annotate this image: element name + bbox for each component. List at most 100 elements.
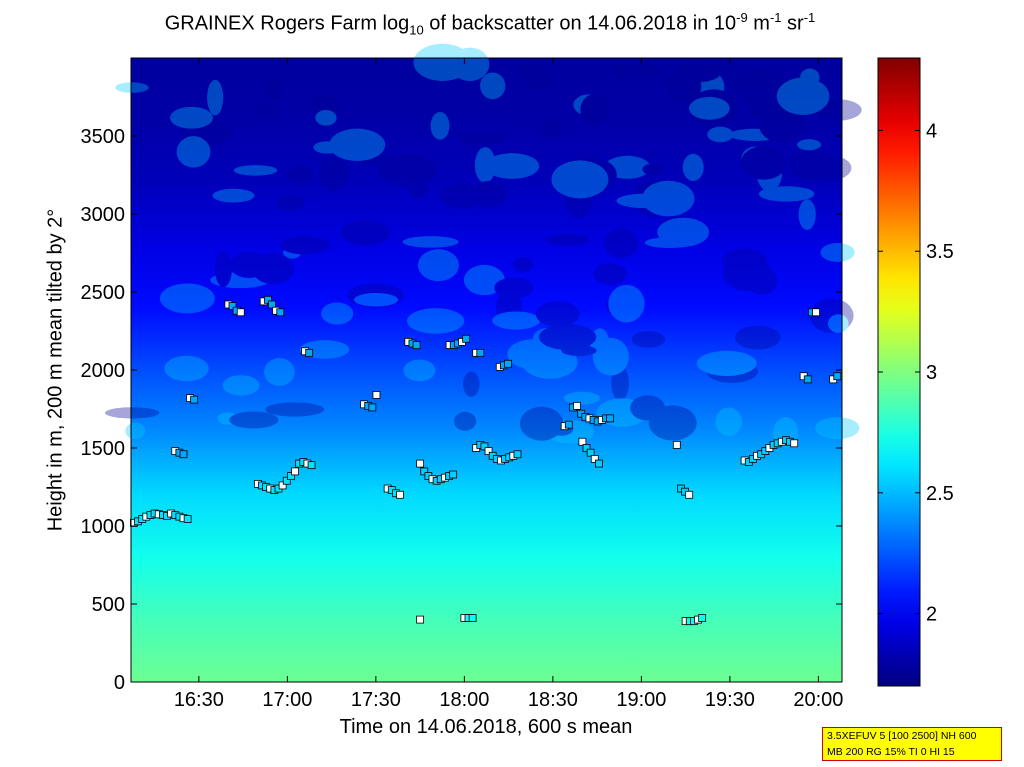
heatmap-patch [789,148,831,181]
heatmap-patch [679,62,722,82]
heatmap-patch [351,149,387,166]
cloud-marker [190,395,199,404]
heatmap-patch [573,94,605,116]
heatmap-patch [524,72,550,90]
x-tick-label: 17:00 [262,689,312,711]
heatmap-patch [115,82,149,93]
heatmap-patch [495,290,523,326]
heatmap-patch [707,126,734,143]
heatmap-patch [403,359,436,382]
cloud-marker [504,359,512,368]
heatmap-patch [329,128,386,161]
cloud-marker [287,472,295,480]
cloud-marker [672,440,681,449]
heatmap-patch [480,72,506,100]
heatmap-patch [458,131,505,146]
heatmap-patch [252,253,294,285]
heatmap-patch [484,153,540,179]
cloud-marker [372,391,381,399]
heatmap-patch [828,314,849,333]
heatmap-patch [666,69,702,104]
heatmap-patch [217,412,239,425]
x-tick-label: 18:00 [439,689,489,711]
cloud-marker [573,401,581,410]
settings-info-line-1: 3.5XEFUV 5 [100 2500] NH 600 [827,730,977,742]
heatmap-patch [691,102,728,121]
y-axis-label: Height in m, 200 m mean tilted by 2° [44,208,67,532]
heatmap-patch [473,281,493,294]
title-exp-3: -1 [803,10,816,25]
heatmap-patch [535,300,580,327]
heatmap-patch [633,180,676,218]
cloud-marker [263,295,272,304]
heatmap-patch [462,371,480,397]
heatmap-patch [169,106,214,129]
cloud-marker [449,470,458,479]
heatmap-patch [561,345,597,356]
heatmap-patch [179,119,231,148]
settings-info-box: 3.5XEFUV 5 [100 2500] NH 600 MB 200 RG 1… [822,727,1002,761]
heatmap-patch [222,375,260,396]
heatmap-patch [745,267,778,295]
heatmap-patch [212,188,255,203]
x-tick-label: 20:00 [793,689,843,711]
heatmap-patch [551,160,609,199]
cloud-marker [685,490,694,499]
heatmap-texture [105,43,862,448]
cloud-marker [462,334,471,343]
y-tick-label: 2000 [81,360,126,382]
heatmap-patch [644,237,694,249]
cloud-marker [578,437,587,446]
cloud-marker [278,481,287,490]
heatmap-patch [682,153,704,182]
cloud-marker [582,444,591,452]
cloud-marker [513,450,522,459]
heatmap-patch [741,146,770,173]
heatmap-patch [340,220,390,246]
heatmap-patch [740,146,787,180]
cloud-marker [468,614,477,622]
heatmap-patch [207,79,224,116]
heatmap-patch [512,257,534,273]
heatmap-patch [313,141,341,154]
cloud-marker [803,375,812,384]
heatmap-patch [494,277,534,299]
heatmap-patch [592,337,629,376]
y-tick-label: 3500 [81,126,126,148]
cloud-marker [476,348,485,357]
colorbar [877,57,921,687]
heatmap-patch [756,154,783,192]
heatmap-patch [264,358,295,386]
x-tick-label: 19:30 [705,689,755,711]
cloud-marker [484,447,493,456]
heatmap-patch [820,243,855,262]
heatmap-patch [815,417,860,440]
heatmap-patch [648,405,697,441]
heatmap-patch [797,147,823,165]
heatmap-patch [642,180,695,217]
cloud-marker [595,459,603,468]
heatmap-patch [580,93,610,125]
heatmap-patch [685,69,725,105]
title-log-base: 10 [409,22,424,38]
colorbar-tick-label: 2 [926,604,937,626]
cloud-marker [420,467,429,476]
backscatter-heatmap [131,58,842,682]
heatmap-patch [569,165,597,187]
x-tick-label: 19:00 [616,689,666,711]
heatmap-patch [413,43,472,82]
heatmap-patch [519,61,547,78]
cloud-marker [368,403,377,412]
heatmap-patch [277,194,305,211]
heatmap-patch [728,128,781,141]
heatmap-patch [722,248,767,274]
heatmap-patch [254,104,278,118]
heatmap-patch [722,255,771,292]
heatmap-patch [616,193,672,209]
y-tick-label: 1500 [81,438,126,460]
cloud-marker [416,459,425,468]
colorbar-tick-label: 2.5 [926,483,954,505]
cloud-marker [586,448,595,457]
cloud-marker [590,455,599,463]
